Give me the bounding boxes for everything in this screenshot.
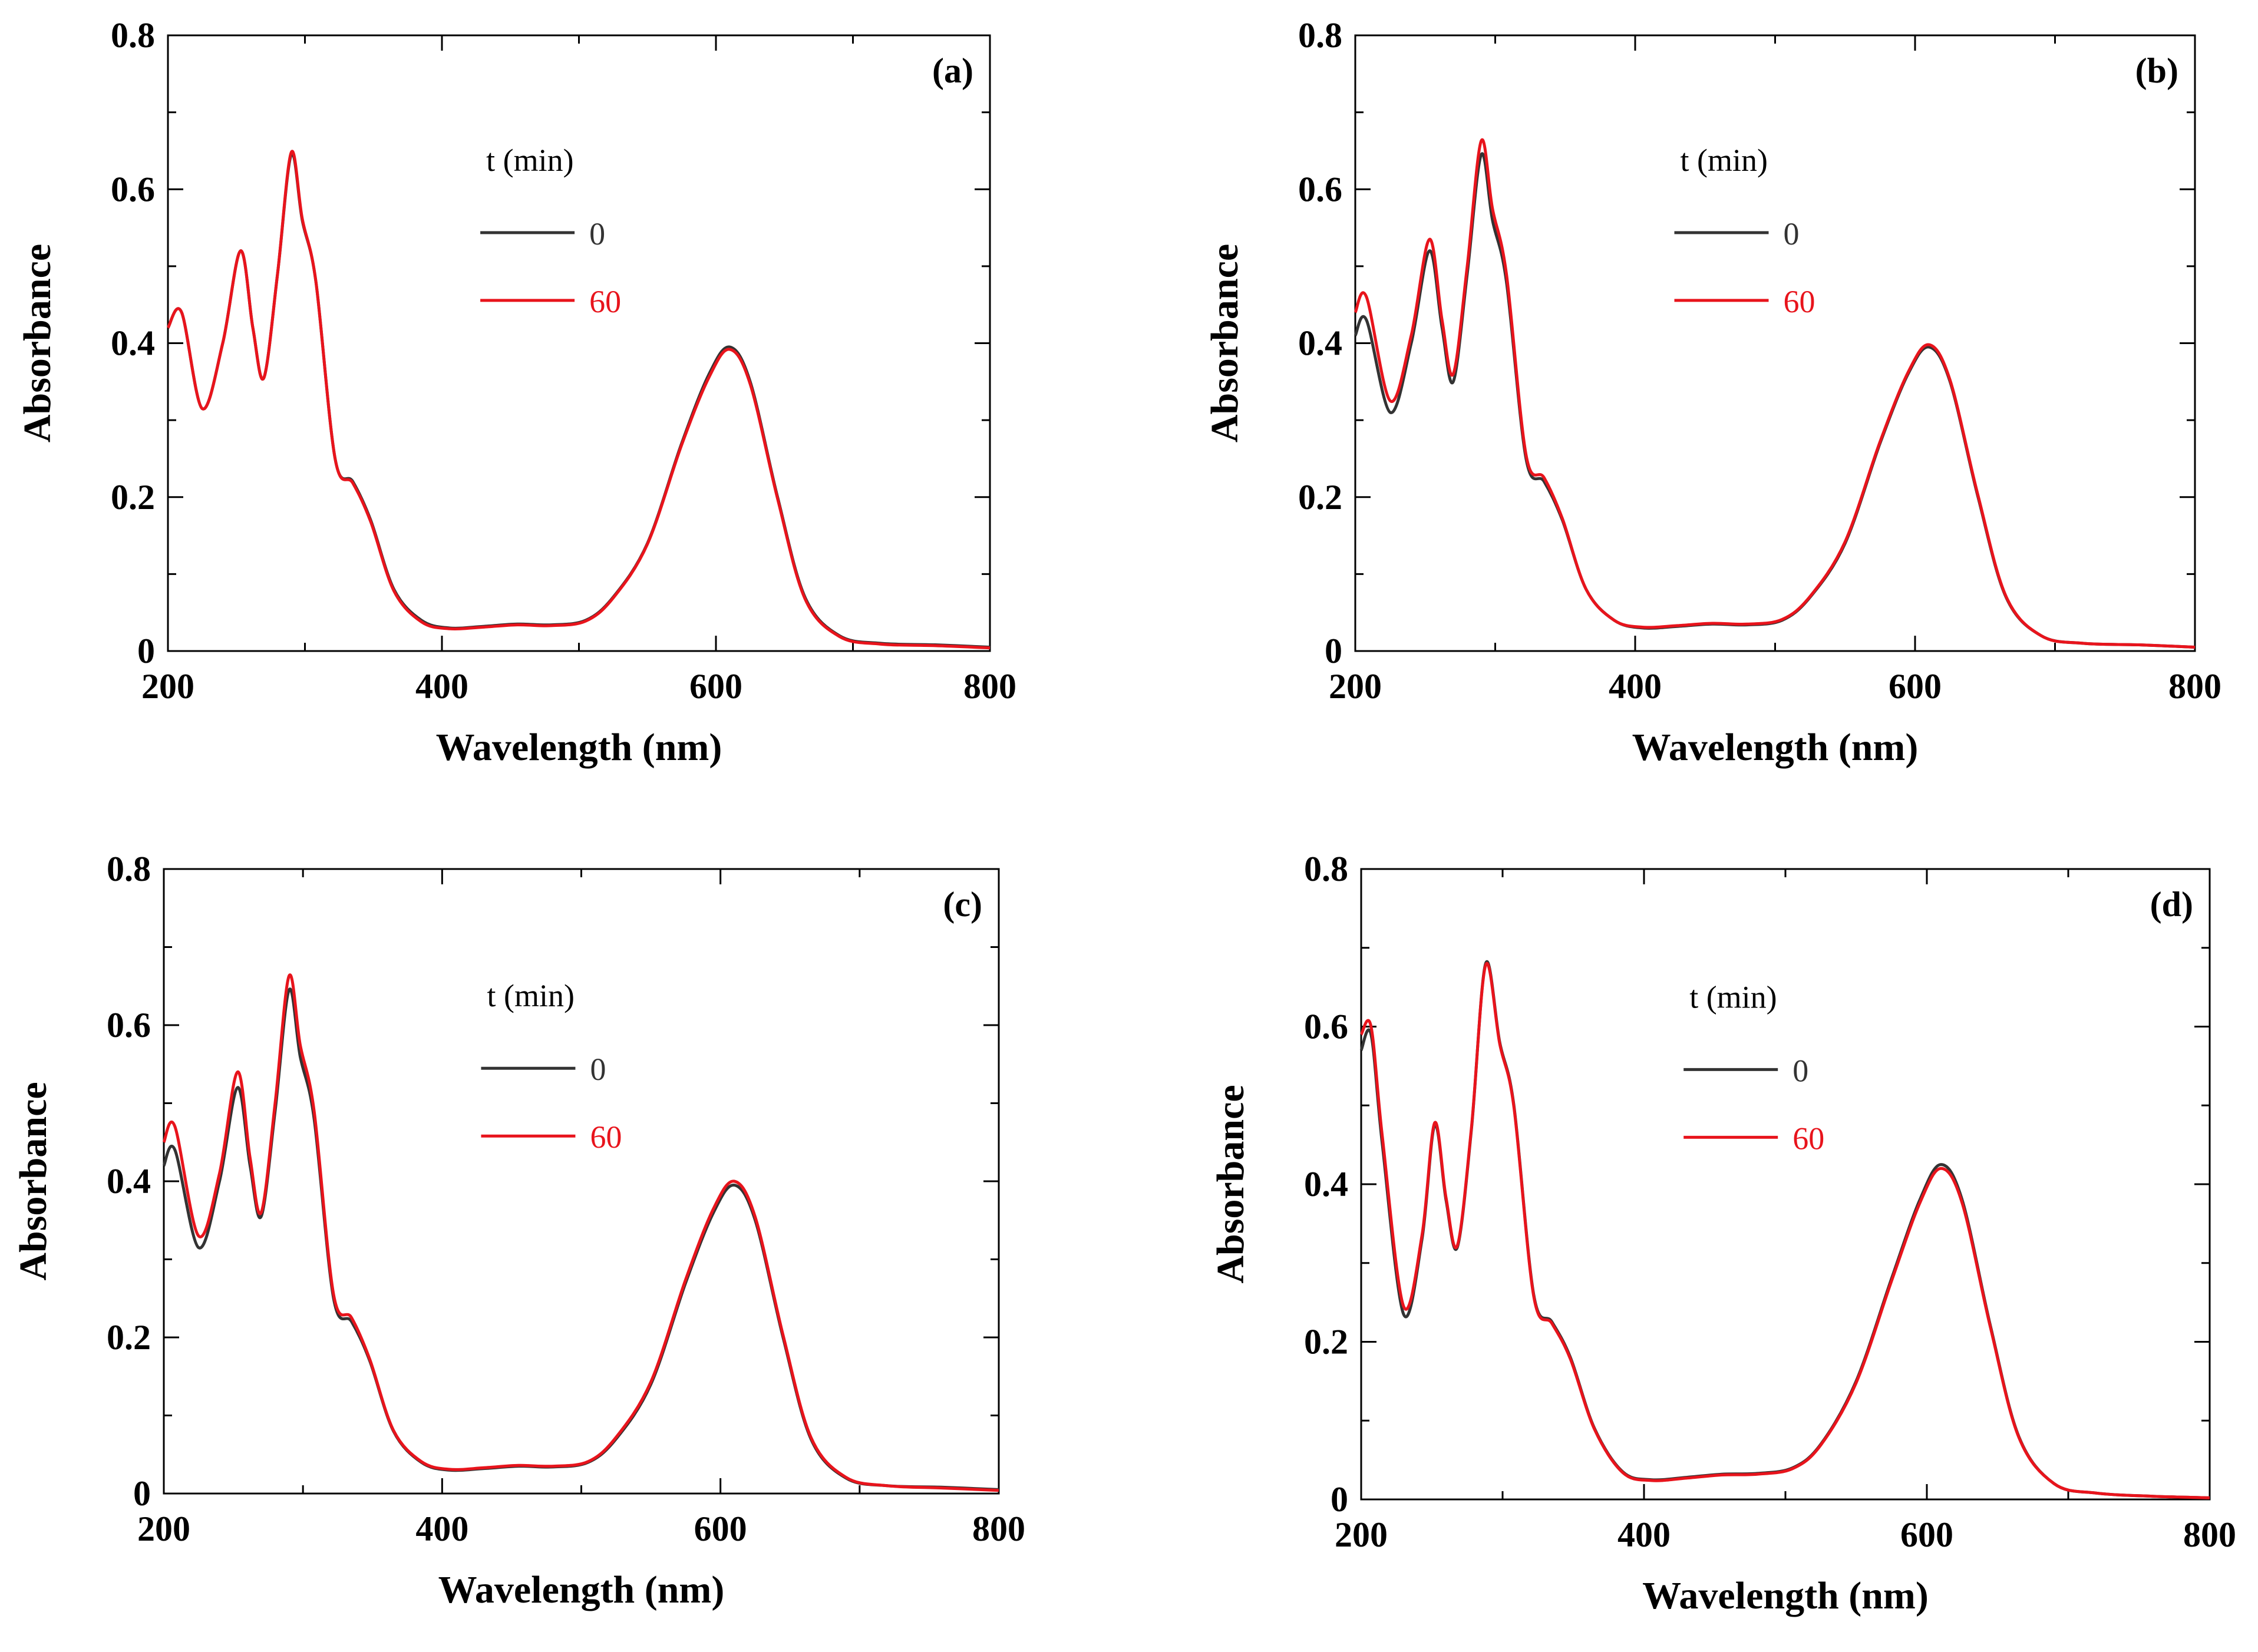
- chart-0-xtick-label: 400: [415, 667, 468, 706]
- chart-3-series-line-0: [1359, 960, 2210, 1499]
- chart-3-ytick-label: 0: [1331, 1480, 1348, 1519]
- chart-2-series-line-60: [162, 973, 999, 1492]
- chart-3-series-line-60: [1359, 962, 2210, 1499]
- chart-3-ytick-label: 0.2: [1304, 1323, 1348, 1362]
- chart-3-legend-title: t (min): [1689, 979, 1777, 1015]
- chart-1-y-axis-title: Absorbance: [1203, 244, 1246, 442]
- chart-3-xtick-label: 800: [2183, 1515, 2236, 1554]
- chart-3-xtick-label: 600: [1900, 1515, 1953, 1554]
- chart-3-ytick-label: 0.8: [1304, 850, 1348, 888]
- chart-0-ytick-label: 0: [137, 632, 155, 670]
- chart-3-xtick-label: 200: [1335, 1515, 1388, 1554]
- chart-3-ytick-label: 0.4: [1304, 1165, 1348, 1204]
- chart-0-xtick-label: 200: [141, 667, 194, 706]
- chart-3-y-axis-title: Absorbance: [1209, 1085, 1252, 1283]
- chart-2-plot-frame: [163, 868, 1000, 1495]
- chart-1-panel-label: (b): [2135, 51, 2178, 90]
- chart-2-legend-label-0: 0: [590, 1052, 606, 1087]
- chart-2-ytick-label: 0: [133, 1474, 151, 1513]
- chart-2-legend-title: t (min): [487, 978, 574, 1013]
- chart-1-xtick-label: 200: [1329, 667, 1382, 706]
- chart-2-ytick-label: 0.4: [107, 1162, 151, 1201]
- chart-2-y-axis-title: Absorbance: [12, 1082, 55, 1280]
- chart-2-ytick-label: 0.8: [107, 850, 151, 888]
- chart-1-ytick-label: 0.2: [1298, 478, 1342, 517]
- chart-0-x-axis-title: Wavelength (nm): [436, 726, 722, 769]
- chart-1-series-line-60: [1354, 138, 2196, 649]
- chart-1-series-line-0: [1354, 152, 2196, 649]
- chart-0-series-line-0: [166, 152, 991, 649]
- chart-1-xtick-label: 400: [1609, 667, 1662, 706]
- chart-2-ytick-label: 0.6: [107, 1006, 151, 1045]
- chart-3-ytick-label: 0.6: [1304, 1007, 1348, 1046]
- chart-1-xtick-label: 600: [1889, 667, 1942, 706]
- chart-0-ytick-label: 0.6: [111, 170, 155, 209]
- chart-1-plot-frame: [1354, 34, 2196, 652]
- chart-2-ytick-label: 0.2: [107, 1318, 151, 1357]
- chart-0-legend-label-0: 0: [589, 216, 605, 252]
- chart-2-xtick-label: 800: [972, 1509, 1025, 1548]
- chart-1-x-axis-title: Wavelength (nm): [1632, 726, 1919, 769]
- chart-2-x-axis-title: Wavelength (nm): [438, 1568, 725, 1611]
- chart-0-legend-label-60: 60: [589, 284, 621, 319]
- chart-0-panel-label: (a): [932, 51, 973, 90]
- chart-2-legend-label-60: 60: [590, 1119, 622, 1155]
- chart-3-x-axis-title: Wavelength (nm): [1642, 1574, 1929, 1617]
- chart-2-xtick-label: 400: [415, 1509, 468, 1548]
- chart-0-legend-title: t (min): [486, 143, 573, 178]
- chart-0-ytick-label: 0.2: [111, 478, 155, 517]
- chart-3-legend-label-60: 60: [1792, 1121, 1824, 1156]
- chart-1-legend-title: t (min): [1681, 143, 1768, 178]
- chart-0-series-line-60: [166, 150, 991, 650]
- chart-1-ytick-label: 0.8: [1298, 16, 1342, 55]
- chart-1-legend-label-60: 60: [1784, 284, 1815, 319]
- chart-1-ytick-label: 0.4: [1298, 324, 1342, 363]
- chart-1-legend-label-0: 0: [1784, 216, 1800, 252]
- chart-0-plot-frame: [167, 34, 991, 652]
- chart-3-legend-label-0: 0: [1792, 1053, 1808, 1088]
- chart-3-panel-label: (d): [2150, 885, 2193, 924]
- chart-1-ytick-label: 0.6: [1298, 170, 1342, 209]
- chart-0-ytick-label: 0.8: [111, 16, 155, 55]
- chart-1-xtick-label: 800: [2168, 667, 2221, 706]
- chart-0-xtick-label: 600: [689, 667, 742, 706]
- chart-2-panel-label: (c): [943, 885, 982, 924]
- chart-3-xtick-label: 400: [1617, 1515, 1671, 1554]
- chart-0-ytick-label: 0.4: [111, 324, 155, 363]
- chart-2-xtick-label: 600: [694, 1509, 747, 1548]
- chart-2-xtick-label: 200: [137, 1509, 190, 1548]
- chart-0-xtick-label: 800: [963, 667, 1016, 706]
- chart-1-ytick-label: 0: [1325, 632, 1342, 670]
- chart-2-series-line-0: [162, 987, 999, 1491]
- chart-0-y-axis-title: Absorbance: [16, 244, 59, 442]
